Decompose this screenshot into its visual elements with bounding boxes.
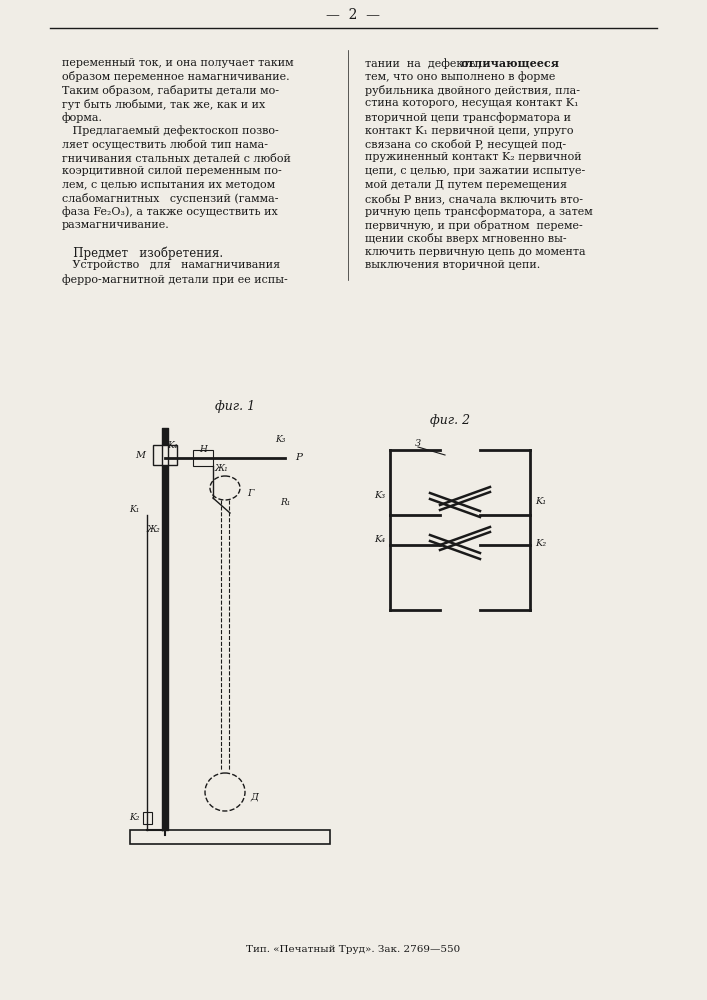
Ellipse shape [205, 773, 245, 811]
Text: фиг. 2: фиг. 2 [430, 414, 470, 427]
Text: отличающееся: отличающееся [460, 58, 559, 69]
Bar [143, 812, 152, 824]
Text: рубильника двойного действия, пла-: рубильника двойного действия, пла- [365, 85, 580, 96]
Ellipse shape [210, 476, 240, 500]
Text: K₃: K₃ [275, 435, 286, 444]
Text: форма.: форма. [62, 112, 103, 123]
Bar [193, 450, 213, 466]
Text: щении скобы вверх мгновенно вы-: щении скобы вверх мгновенно вы- [365, 233, 566, 244]
Text: M: M [135, 450, 145, 460]
Text: Ж₂: Ж₂ [146, 526, 160, 534]
Text: Таким образом, габариты детали мо-: Таким образом, габариты детали мо- [62, 85, 279, 96]
Text: вторичной цепи трансформатора и: вторичной цепи трансформатора и [365, 112, 571, 123]
Text: K₃: K₃ [374, 490, 385, 499]
Text: Д: Д [250, 792, 258, 802]
Text: H: H [199, 445, 207, 454]
Text: K₂: K₂ [535, 540, 546, 548]
Text: гут быть любыми, так же, как и их: гут быть любыми, так же, как и их [62, 99, 265, 109]
Text: размагничивание.: размагничивание. [62, 220, 170, 230]
Text: ляет осуществить любой тип нама-: ляет осуществить любой тип нама- [62, 139, 268, 150]
Text: скобы P вниз, сначала включить вто-: скобы P вниз, сначала включить вто- [365, 193, 583, 204]
Text: Предмет   изобретения.: Предмет изобретения. [62, 247, 223, 260]
Text: ричную цепь трансформатора, а затем: ричную цепь трансформатора, а затем [365, 207, 592, 217]
Text: первичную, и при обратном  переме-: первичную, и при обратном переме- [365, 220, 583, 231]
Text: стина которого, несущая контакт K₁: стина которого, несущая контакт K₁ [365, 99, 578, 108]
Text: лем, с целью испытания их методом: лем, с целью испытания их методом [62, 180, 275, 190]
Text: Тип. «Печатный Труд». Зак. 2769—550: Тип. «Печатный Труд». Зак. 2769—550 [246, 946, 460, 954]
Text: Ж₁: Ж₁ [215, 464, 229, 473]
Text: тании  на  дефекты,: тании на дефекты, [365, 58, 489, 69]
Text: переменный ток, и она получает таким: переменный ток, и она получает таким [62, 58, 293, 68]
Text: образом переменное намагничивание.: образом переменное намагничивание. [62, 72, 290, 83]
Text: ключить первичную цепь до момента: ключить первичную цепь до момента [365, 247, 585, 257]
Text: слабомагнитных   суспензий (гамма-: слабомагнитных суспензий (гамма- [62, 193, 279, 204]
Bar [130, 830, 330, 844]
Text: Г: Г [247, 488, 254, 497]
Text: K₁: K₁ [535, 497, 546, 506]
Text: —  2  —: — 2 — [326, 8, 380, 22]
Text: фиг. 1: фиг. 1 [215, 400, 255, 413]
Text: контакт K₁ первичной цепи, упруго: контакт K₁ первичной цепи, упруго [365, 125, 573, 135]
Text: 3: 3 [415, 439, 421, 448]
Text: Устройство   для   намагничивания: Устройство для намагничивания [62, 260, 280, 270]
Text: K₄: K₄ [374, 536, 385, 544]
Text: мой детали Д путем перемещения: мой детали Д путем перемещения [365, 180, 567, 190]
Text: Предлагаемый дефектоскоп позво-: Предлагаемый дефектоскоп позво- [62, 125, 279, 136]
Text: R₁: R₁ [280, 498, 291, 507]
Text: ферро-магнитной детали при ее испы-: ферро-магнитной детали при ее испы- [62, 274, 288, 285]
Text: гничивания стальных деталей с любой: гничивания стальных деталей с любой [62, 152, 291, 163]
Text: K₂: K₂ [129, 814, 140, 822]
Text: цепи, с целью, при зажатии испытуе-: цепи, с целью, при зажатии испытуе- [365, 166, 585, 176]
Text: K₁: K₁ [129, 506, 140, 514]
Text: K₄: K₄ [167, 441, 177, 450]
Text: P: P [295, 454, 302, 462]
Text: тем, что оно выполнено в форме: тем, что оно выполнено в форме [365, 72, 556, 82]
Text: связана со скобой P, несущей под-: связана со скобой P, несущей под- [365, 139, 566, 150]
Text: фаза Fe₂O₃), а также осуществить их: фаза Fe₂O₃), а также осуществить их [62, 207, 278, 217]
Bar [153, 445, 177, 465]
Text: пружиненный контакт K₂ первичной: пружиненный контакт K₂ первичной [365, 152, 582, 162]
Bar [162, 428, 168, 830]
Text: коэрцитивной силой переменным по-: коэрцитивной силой переменным по- [62, 166, 282, 176]
Text: выключения вторичной цепи.: выключения вторичной цепи. [365, 260, 540, 270]
